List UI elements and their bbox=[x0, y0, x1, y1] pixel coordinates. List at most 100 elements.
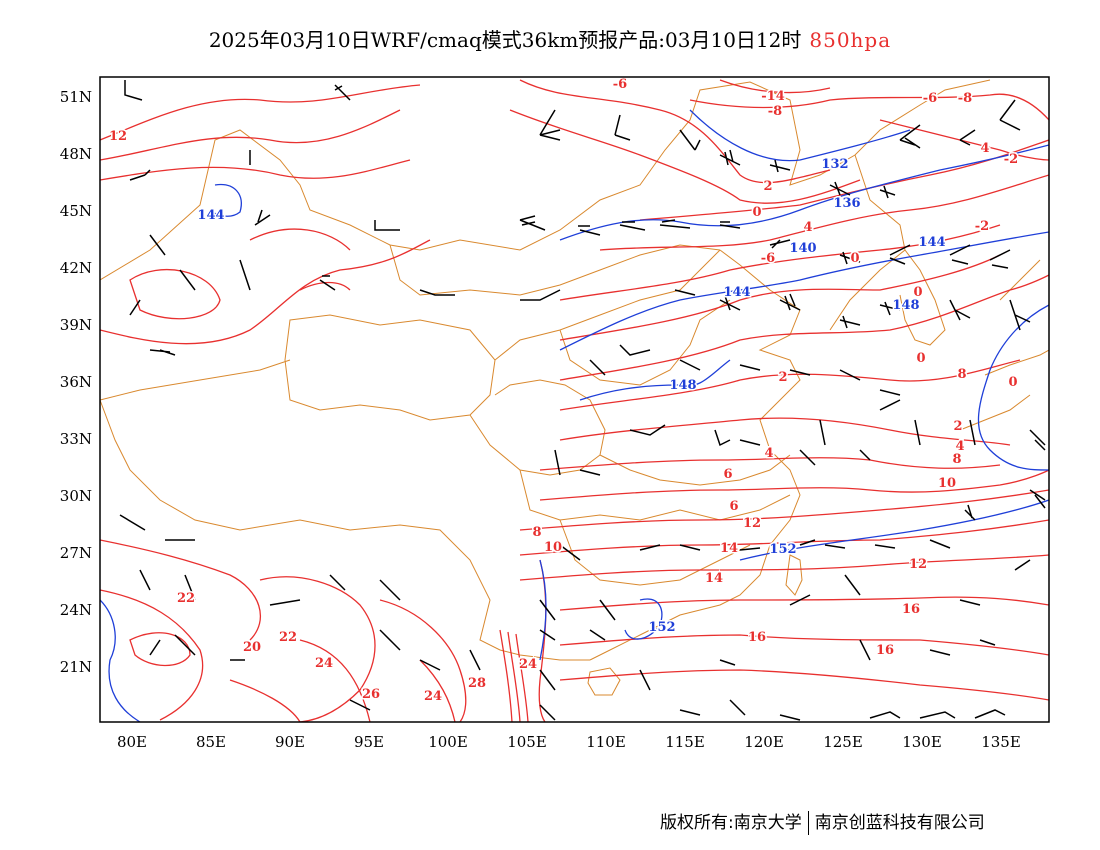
wind-barb bbox=[129, 169, 151, 181]
lat-tick-label: 42N bbox=[60, 259, 92, 277]
isotherm bbox=[129, 632, 191, 667]
wind-barb bbox=[899, 124, 921, 149]
wind-barb bbox=[914, 419, 921, 446]
isotherm-value-label: 26 bbox=[362, 687, 380, 702]
height-value-label: 136 bbox=[833, 196, 860, 211]
wind-barb bbox=[874, 544, 896, 549]
height-value-label: 144 bbox=[723, 285, 750, 300]
isotherm-value-label: 12 bbox=[109, 129, 127, 144]
wind-barb bbox=[1029, 489, 1046, 509]
height-value-label: 152 bbox=[648, 620, 675, 635]
wind-barb bbox=[419, 659, 441, 671]
wind-barb bbox=[579, 469, 601, 476]
isotherm-value-label: 0 bbox=[850, 251, 859, 266]
wind-barb bbox=[679, 359, 701, 371]
wind-barb bbox=[679, 709, 701, 716]
wind-barb bbox=[859, 449, 871, 461]
wind-barb bbox=[769, 239, 791, 249]
height-contours-layer bbox=[100, 109, 1049, 722]
isotherm-value-label: 2 bbox=[763, 179, 772, 194]
isotherm bbox=[499, 629, 513, 722]
wind-barb bbox=[929, 539, 951, 549]
isotherm-value-label: 16 bbox=[748, 630, 766, 645]
wind-barb bbox=[659, 219, 691, 229]
wind-barb bbox=[879, 389, 901, 396]
wind-barb bbox=[639, 669, 651, 691]
isotherm-value-label: -6 bbox=[923, 91, 937, 106]
tibet-qinghai-border bbox=[284, 314, 496, 421]
wind-barb bbox=[739, 547, 761, 551]
lon-tick-label: 105E bbox=[507, 733, 547, 751]
lat-tick-label: 33N bbox=[60, 430, 92, 448]
isotherm-value-label: 22 bbox=[279, 630, 297, 645]
wind-barb bbox=[879, 399, 901, 411]
isotherm bbox=[559, 417, 1011, 446]
copyright-footer: 版权所有:南京大学 南京创蓝科技有限公司 bbox=[660, 808, 985, 835]
wind-barb bbox=[719, 659, 736, 666]
wind-barb bbox=[374, 220, 400, 231]
inner-province-3 bbox=[599, 454, 791, 486]
isotherm bbox=[559, 634, 1049, 656]
lon-tick-label: 95E bbox=[354, 733, 384, 751]
wind-barb bbox=[949, 244, 971, 265]
isotherm-value-label: 0 bbox=[916, 351, 925, 366]
wind-barb bbox=[949, 299, 971, 321]
lon-tick-label: 90E bbox=[275, 733, 305, 751]
wind-barb bbox=[714, 429, 731, 447]
korea-coast bbox=[899, 249, 946, 346]
isotherm bbox=[689, 93, 1049, 121]
isotherm-value-label: 28 bbox=[468, 676, 486, 691]
title-main: 2025年03月10日WRF/cmaq模式36km预报产品:03月10日12时 bbox=[208, 28, 802, 52]
isotherm bbox=[879, 119, 1049, 161]
isotherm bbox=[519, 489, 1049, 531]
wind-barb bbox=[779, 714, 801, 721]
isotherm-value-label: 8 bbox=[957, 367, 966, 382]
isotherm bbox=[559, 596, 1049, 611]
isotherm bbox=[559, 274, 1049, 381]
wind-barb bbox=[149, 234, 166, 256]
isotherm bbox=[599, 174, 1049, 251]
isotherm bbox=[100, 239, 431, 345]
isotherm-value-label: 12 bbox=[909, 557, 927, 572]
height-contour bbox=[739, 499, 1049, 561]
wind-barb bbox=[1014, 559, 1031, 571]
wind-barb bbox=[419, 289, 455, 296]
height-contour bbox=[209, 183, 242, 217]
wind-barb bbox=[974, 709, 1006, 719]
isotherm bbox=[299, 281, 351, 291]
isotherm bbox=[259, 576, 376, 722]
isotherm-value-label: 6 bbox=[723, 467, 732, 482]
wind-barb bbox=[539, 704, 556, 721]
isotherm-value-label: 2 bbox=[778, 370, 787, 385]
wind-barb bbox=[119, 514, 146, 531]
height-contour bbox=[100, 599, 141, 722]
isotherm bbox=[419, 659, 456, 722]
wind-barb bbox=[779, 293, 801, 311]
isotherm-value-label: -8 bbox=[958, 91, 972, 106]
height-value-label: 148 bbox=[669, 378, 696, 393]
wind-barb bbox=[184, 574, 196, 601]
isotherm bbox=[100, 84, 421, 141]
isotherm bbox=[507, 631, 521, 722]
wind-barb bbox=[589, 359, 606, 376]
wind-barb bbox=[124, 80, 143, 101]
isotherm bbox=[559, 254, 1001, 341]
lon-tick-label: 120E bbox=[744, 733, 784, 751]
latitude-axis: 51N 48N 45N 42N 39N 36N 33N 30N 27N 24N 21N bbox=[60, 88, 92, 676]
isotherm bbox=[100, 589, 204, 721]
wind-barb bbox=[149, 349, 176, 356]
isotherm-value-label: 4 bbox=[955, 439, 964, 454]
wind-barb bbox=[254, 209, 271, 226]
height-value-label: 144 bbox=[197, 208, 224, 223]
wind-barb bbox=[469, 649, 481, 671]
wind-barb bbox=[334, 84, 351, 101]
isotherm bbox=[719, 79, 831, 94]
wind-barb bbox=[349, 699, 371, 711]
wind-barbs-layer bbox=[119, 80, 1046, 721]
wind-barb bbox=[969, 419, 976, 446]
wind-barb bbox=[379, 629, 401, 651]
taiwan-island bbox=[785, 554, 803, 596]
wind-barb bbox=[839, 315, 861, 329]
height-contour bbox=[559, 144, 1049, 241]
isotherm bbox=[519, 519, 1049, 556]
